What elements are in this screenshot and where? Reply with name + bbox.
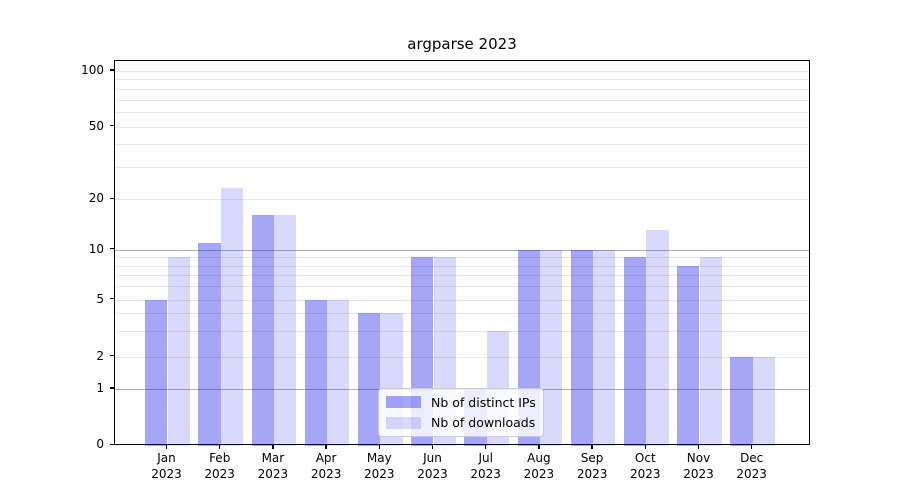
y-tick-label-100: 100 [81, 63, 104, 77]
y-tick-label-0: 0 [96, 437, 104, 452]
x-tick-label-aug: Aug 2023 [523, 451, 555, 481]
gridline-minor-8 [115, 265, 809, 267]
x-tick-label-feb: Feb 2023 [204, 451, 235, 481]
gridline-minor-80 [115, 88, 809, 90]
x-tick-label-jun: Jun 2023 [417, 451, 448, 481]
x-tick-mark-jan [165, 445, 168, 449]
gridline-minor-6 [115, 286, 809, 288]
y-tick-mark-20 [110, 197, 114, 199]
y-tick-label-20: 20 [88, 191, 104, 206]
legend-item-distinct-ips: Nb of distinct IPs [386, 393, 536, 412]
x-tick-mark-jun [431, 445, 434, 449]
bar-distinct-ips-nov [677, 265, 700, 446]
gridline-major-10 [115, 249, 809, 251]
x-tick-mark-may [378, 445, 380, 449]
bar-downloads-nov [699, 257, 722, 446]
gridline-minor-7 [115, 275, 809, 277]
x-tick-label-dec: Dec 2023 [736, 451, 767, 481]
y-tick-mark-1 [110, 387, 114, 389]
gridline-minor-30 [115, 167, 809, 169]
x-tick-label-mar: Mar 2023 [257, 451, 289, 481]
gridline-minor-60 [115, 112, 809, 114]
gridline-minor-3 [115, 331, 809, 333]
gridline-minor-40 [115, 144, 809, 146]
gridline-minor-50 [115, 126, 809, 128]
x-tick-mark-apr [325, 445, 327, 449]
bar-distinct-ips-jan [145, 299, 168, 446]
x-tick-mark-nov [697, 445, 700, 449]
bar-downloads-mar [273, 215, 297, 446]
y-tick-label-5: 5 [96, 291, 104, 306]
bar-distinct-ips-sep [570, 249, 594, 446]
gridline-minor-9 [115, 257, 809, 259]
x-tick-label-jul: Jul 2023 [470, 451, 501, 481]
bar-downloads-aug [539, 249, 563, 446]
gridline-minor-5 [115, 299, 809, 301]
plot-area [114, 60, 810, 446]
bar-distinct-ips-apr [304, 299, 328, 446]
y-tick-mark-5 [110, 297, 114, 300]
bar-distinct-ips-dec [730, 356, 753, 446]
y-tick-mark-0 [110, 443, 114, 445]
bar-downloads-oct [646, 230, 669, 446]
x-tick-label-nov: Nov 2023 [683, 451, 714, 481]
y-tick-mark-2 [110, 354, 114, 357]
gridline-minor-20 [115, 199, 809, 201]
legend-label-downloads: Nb of downloads [431, 415, 536, 431]
x-tick-mark-feb [219, 445, 221, 449]
x-tick-label-apr: Apr 2023 [310, 451, 342, 481]
x-tick-label-oct: Oct 2023 [630, 451, 661, 481]
legend: Nb of distinct IPs Nb of downloads [378, 388, 544, 437]
y-tick-mark-10 [110, 247, 114, 250]
x-tick-label-jan: Jan 2023 [151, 451, 182, 481]
bar-downloads-sep [593, 249, 616, 446]
y-tick-mark-100 [110, 69, 114, 71]
gridline-minor-90 [115, 79, 809, 81]
bar-distinct-ips-may [358, 313, 381, 446]
y-tick-label-50: 50 [88, 118, 104, 133]
x-tick-mark-dec [751, 445, 753, 449]
x-tick-mark-aug [538, 445, 540, 449]
legend-swatch-downloads [386, 416, 421, 429]
x-tick-mark-mar [272, 445, 274, 449]
bar-downloads-feb [220, 188, 243, 446]
y-tick-mark-50 [110, 125, 114, 127]
bar-downloads-apr [327, 299, 350, 446]
gridline-minor-2 [115, 356, 809, 358]
gridline-minor-100 [115, 71, 809, 72]
chart-title: argparse 2023 [407, 35, 517, 53]
bar-distinct-ips-mar [251, 215, 274, 446]
legend-item-downloads: Nb of downloads [386, 414, 535, 433]
bar-downloads-jan [167, 257, 190, 446]
y-tick-label-1: 1 [96, 381, 104, 395]
legend-swatch-distinct-ips [386, 396, 421, 409]
x-tick-mark-jul [485, 445, 487, 449]
gridline-minor-70 [115, 99, 809, 101]
x-tick-mark-sep [591, 445, 593, 449]
x-tick-mark-oct [644, 445, 646, 449]
bar-distinct-ips-feb [198, 242, 221, 446]
bar-distinct-ips-oct [624, 257, 647, 446]
y-tick-label-10: 10 [88, 241, 104, 256]
gridline-minor-4 [115, 313, 809, 315]
x-tick-label-sep: Sep 2023 [576, 451, 608, 481]
x-tick-label-may: May 2023 [364, 451, 395, 481]
y-tick-label-2: 2 [96, 348, 104, 363]
bar-downloads-dec [752, 356, 775, 446]
legend-label-distinct-ips: Nb of distinct IPs [431, 394, 536, 410]
